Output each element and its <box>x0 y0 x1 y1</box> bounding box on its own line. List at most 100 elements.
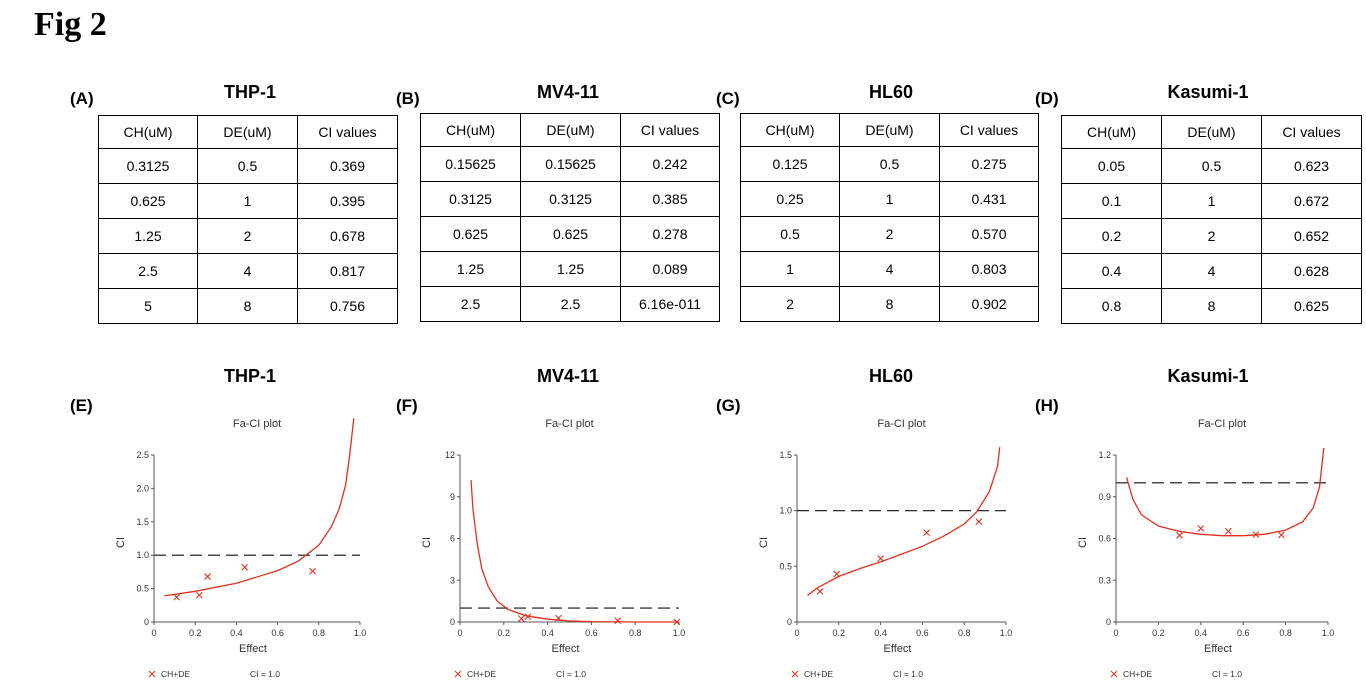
y-tick-label: 0 <box>450 617 455 627</box>
legend-marker <box>148 670 156 678</box>
table-row: 0.3125 0.5 0.369 <box>98 148 398 184</box>
table-row: 1.25 1.25 0.089 <box>420 251 720 287</box>
y-axis-label: CI <box>1077 537 1089 548</box>
fa-ci-plot: Fa-CI plot 0 0.2 0.4 0.6 0.8 1.0 0 0.3 0.6 0.9 1.2 E… <box>1077 418 1334 679</box>
table-cell: 0.1 <box>1061 183 1162 219</box>
x-tick-label: 0 <box>457 628 462 638</box>
table-header-cell: DE(uM) <box>520 113 621 147</box>
x-tick-label: 1.0 <box>673 628 686 638</box>
table-row: 0.625 1 0.395 <box>98 183 398 219</box>
table-title: THP-1 <box>223 82 276 102</box>
table-cell: 0.652 <box>1261 218 1362 254</box>
table-cell: 6.16e-011 <box>620 286 720 322</box>
table-cell: 0.15625 <box>520 146 621 182</box>
data-point <box>555 614 562 622</box>
table-cell: 2 <box>740 286 840 322</box>
x-tick-label: 0.6 <box>916 628 929 638</box>
table-cell: 1 <box>1161 183 1262 219</box>
data-point <box>833 570 841 578</box>
table-header-cell: CH(uM) <box>98 115 198 149</box>
data-point <box>1197 525 1205 532</box>
table-cell: 0.242 <box>620 146 720 182</box>
x-tick-label: 0.4 <box>1195 628 1208 638</box>
plot-title: Fa-CI plot <box>545 418 593 430</box>
table-cell: 1 <box>839 181 940 217</box>
fitted-ci-curve <box>1125 447 1325 537</box>
table-cell: 0.672 <box>1261 183 1362 219</box>
x-tick-label: 0.6 <box>585 628 598 638</box>
x-tick-label: 1.0 <box>1000 628 1013 638</box>
table-cell: 0.678 <box>297 218 398 254</box>
table-title: HL60 <box>868 82 913 102</box>
table-cell: 0.385 <box>620 181 720 217</box>
chart-panel-label: (E) <box>70 396 93 415</box>
table-header-row: CH(uM) DE(uM) CI values <box>420 113 720 147</box>
x-axis-label: Effect <box>239 643 267 655</box>
table-cell: 0.369 <box>297 148 398 184</box>
table-row: 0.4 4 0.628 <box>1061 253 1362 289</box>
table-row: 5 8 0.756 <box>98 288 398 324</box>
fitted-ci-curve <box>470 480 679 623</box>
table-cell: 0.3125 <box>420 181 521 217</box>
table-cell: 0.25 <box>740 181 840 217</box>
y-tick-label: 1.2 <box>1098 450 1111 460</box>
y-axis-label: CI <box>421 537 433 548</box>
table-row: 0.125 0.5 0.275 <box>740 146 1039 182</box>
y-tick-label: 0.9 <box>1098 492 1111 502</box>
fitted-ci-curve <box>164 418 355 597</box>
x-tick-label: 0.2 <box>498 628 511 638</box>
legend-label: CI = 1.0 <box>1212 669 1242 679</box>
x-axis-label: Effect <box>884 643 912 655</box>
table-cell: 0.275 <box>939 146 1039 182</box>
table-cell: 0.817 <box>297 253 398 289</box>
table-cell: 0.3125 <box>98 148 198 184</box>
legend-marker <box>791 670 799 678</box>
plot-title: Fa-CI plot <box>877 418 925 430</box>
chart-title: Kasumi-1 <box>1167 366 1249 386</box>
ci-table: CH(uM) DE(uM) CI values 0.15625 0.15625 0.242… <box>420 113 720 322</box>
table-cell: 0.278 <box>620 216 720 252</box>
x-tick-label: 0 <box>151 628 156 638</box>
table-row: 0.05 0.5 0.623 <box>1061 148 1362 184</box>
table-cell: 2 <box>839 216 940 252</box>
table-cell: 0.15625 <box>420 146 521 182</box>
x-tick-label: 0.4 <box>874 628 887 638</box>
legend-label: CH+DE <box>1123 669 1152 679</box>
y-tick-label: 9 <box>450 492 455 502</box>
table-header-cell: CH(uM) <box>420 113 521 147</box>
y-tick-label: 2.5 <box>136 450 149 460</box>
table-cell: 0.4 <box>1061 253 1162 289</box>
data-point <box>309 567 317 575</box>
y-tick-label: 0.5 <box>136 584 149 594</box>
data-point <box>816 587 824 595</box>
table-header-cell: CI values <box>1261 115 1362 149</box>
table-header-cell: DE(uM) <box>1161 115 1262 149</box>
data-point <box>195 591 203 599</box>
table-cell: 2 <box>197 218 298 254</box>
table-header-cell: CI values <box>297 115 398 149</box>
table-cell: 0.756 <box>297 288 398 324</box>
table-cell: 1.25 <box>98 218 198 254</box>
table-header-cell: CI values <box>620 113 720 147</box>
table-title: MV4-11 <box>536 82 600 102</box>
y-tick-label: 0.6 <box>1098 534 1111 544</box>
ci-table: CH(uM) DE(uM) CI values 0.05 0.5 0.623 0.1 1 0.6… <box>1061 115 1362 324</box>
y-tick-label: 0 <box>787 617 792 627</box>
table-cell: 0.8 <box>1061 288 1162 324</box>
table-header-row: CH(uM) DE(uM) CI values <box>1061 115 1362 149</box>
x-tick-label: 0.2 <box>1152 628 1165 638</box>
y-tick-label: 1.0 <box>779 506 792 516</box>
y-tick-label: 0 <box>144 617 149 627</box>
table-cell: 8 <box>197 288 298 324</box>
y-tick-label: 3 <box>450 575 455 585</box>
legend-label: CI = 1.0 <box>556 669 586 679</box>
table-row: 0.5 2 0.570 <box>740 216 1039 252</box>
x-tick-label: 0.6 <box>271 628 284 638</box>
data-point <box>1252 531 1260 538</box>
y-tick-label: 0.3 <box>1098 575 1111 585</box>
fa-ci-plot: Fa-CI plot 0 0.2 0.4 0.6 0.8 1.0 0 0.5 1.0 1.5 Effe… <box>758 418 1013 679</box>
table-header-cell: DE(uM) <box>839 113 940 147</box>
table-row: 0.625 0.625 0.278 <box>420 216 720 252</box>
x-axis-label: Effect <box>552 643 580 655</box>
data-point <box>877 555 884 562</box>
